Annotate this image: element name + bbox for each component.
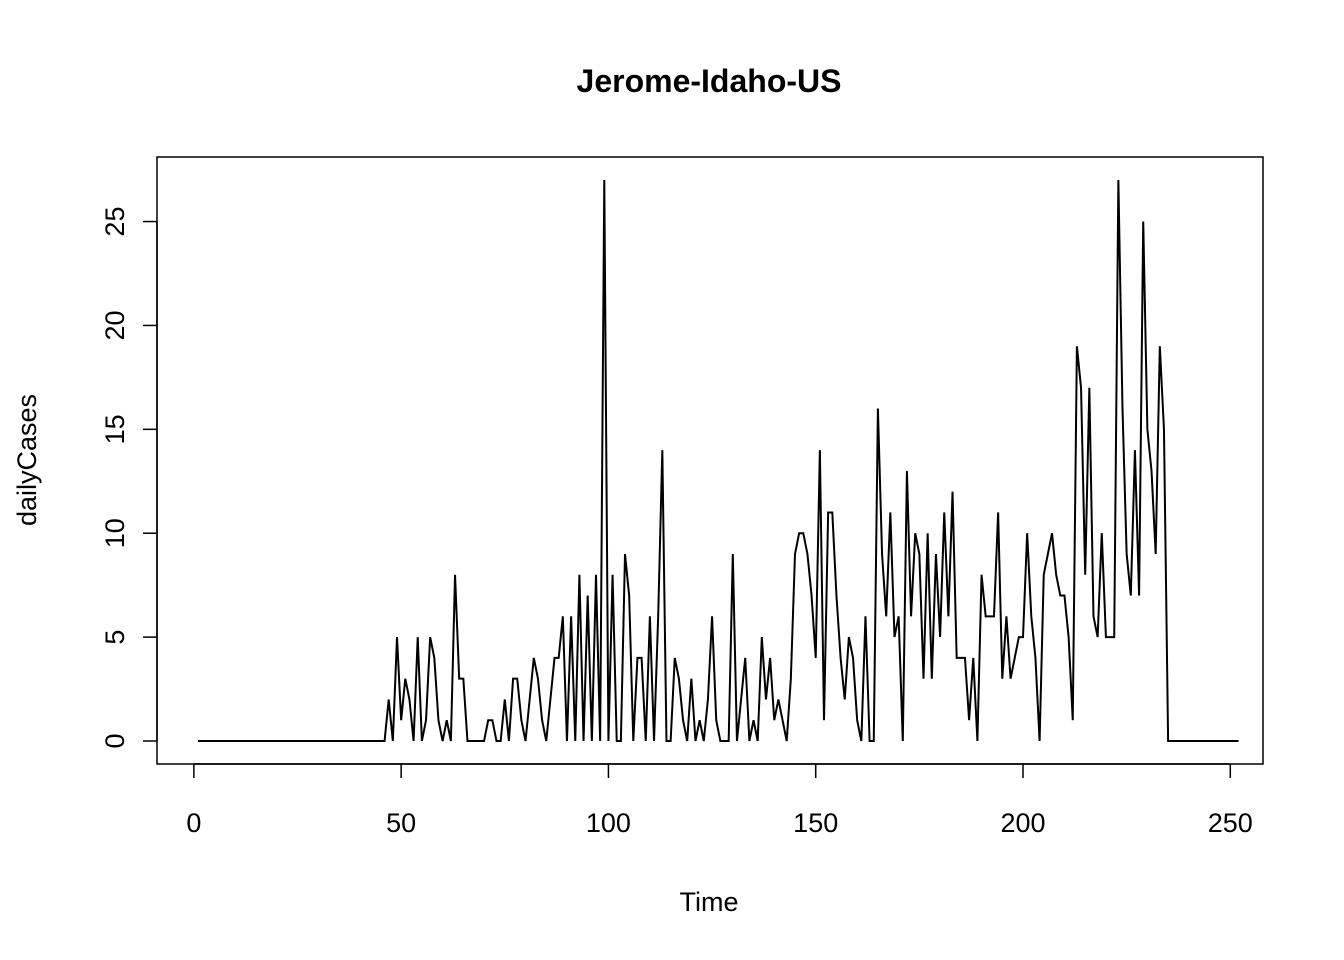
y-tick-label: 25 (100, 207, 130, 237)
y-tick-label: 15 (100, 414, 130, 444)
chart-title: Jerome-Idaho-US (577, 63, 842, 99)
x-tick-label: 200 (1000, 808, 1045, 838)
y-tick-label: 5 (100, 630, 130, 645)
x-tick-label: 100 (586, 808, 631, 838)
y-tick-label: 10 (100, 518, 130, 548)
series-group (198, 179, 1239, 742)
x-tick-label: 250 (1208, 808, 1253, 838)
x-axis: 0 50 100 150 200 250 (186, 763, 1253, 838)
x-tick-label: 0 (186, 808, 201, 838)
y-tick-label: 20 (100, 310, 130, 340)
y-axis: 0 5 10 15 20 25 (100, 207, 158, 749)
y-tick-label: 0 (100, 733, 130, 748)
x-tick-label: 150 (793, 808, 838, 838)
y-axis-label: dailyCases (12, 394, 42, 526)
x-axis-label: Time (680, 887, 739, 917)
x-tick-label: 50 (386, 808, 416, 838)
series-line (198, 179, 1239, 742)
